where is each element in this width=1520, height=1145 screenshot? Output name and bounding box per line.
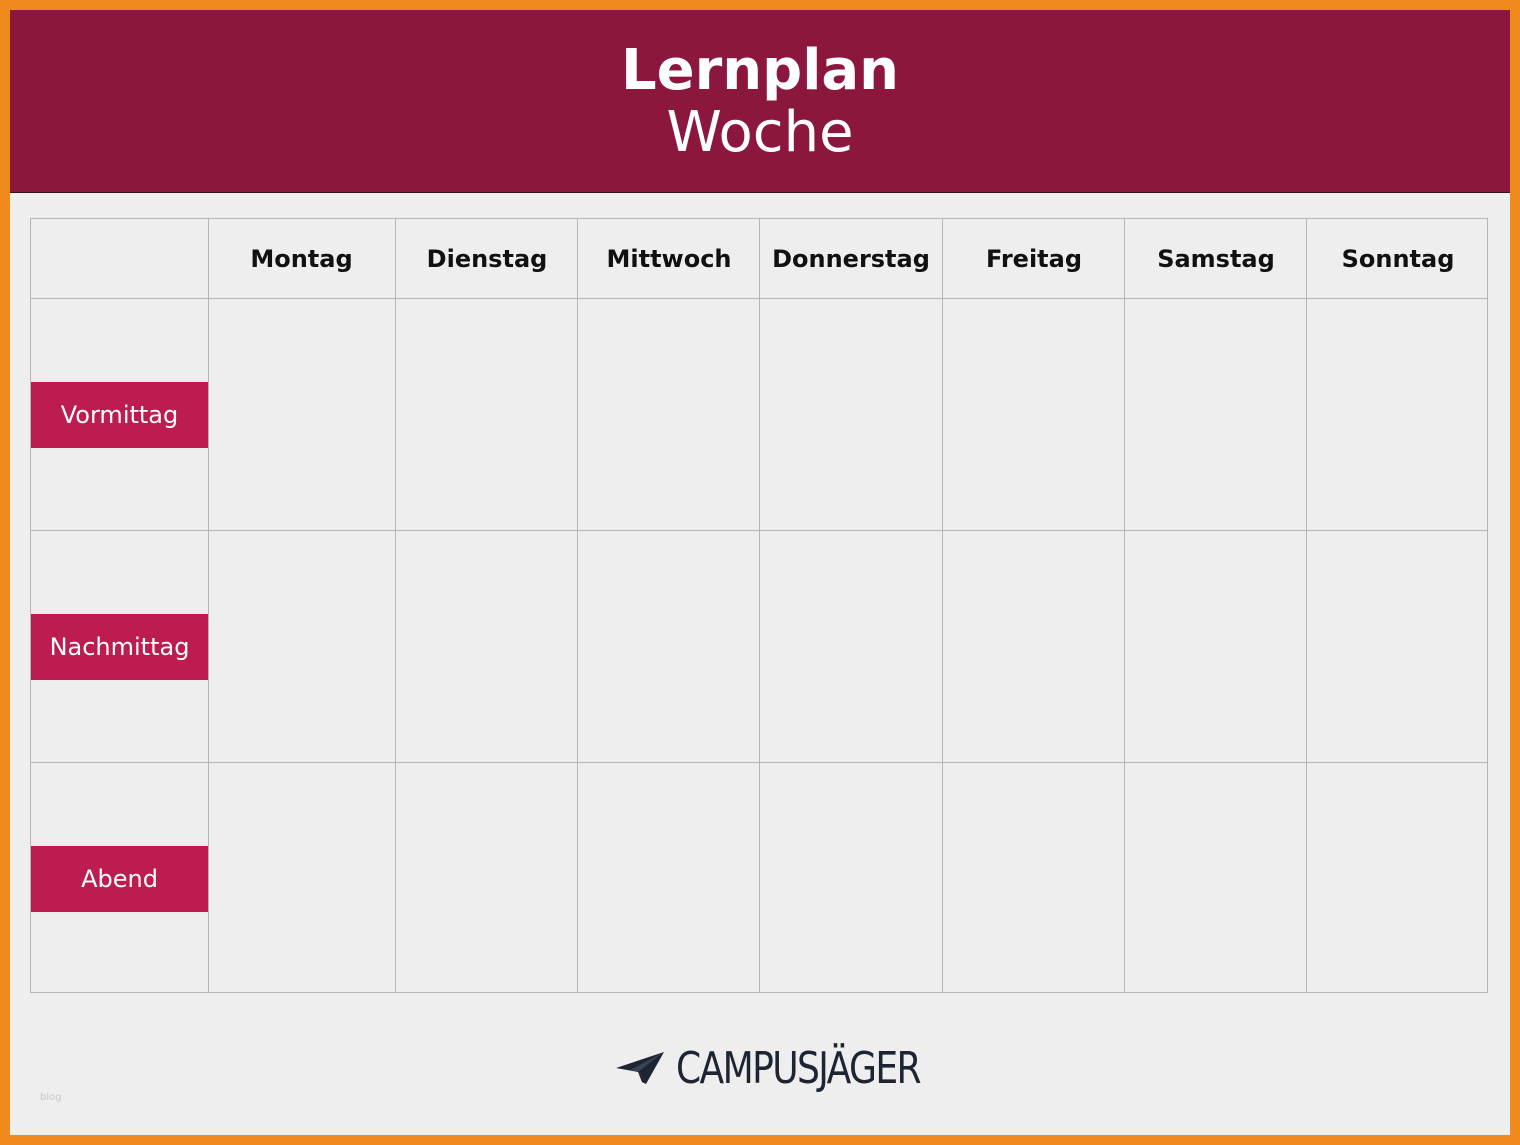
- header-banner: Lernplan Woche: [10, 10, 1510, 193]
- day-header-freitag: Freitag: [985, 245, 1083, 273]
- grid-column-line: [1306, 219, 1307, 992]
- schedule-cell-nachmittag-dienstag[interactable]: [396, 531, 577, 762]
- footer-logo: CAMPUSJÄGER: [616, 1042, 973, 1094]
- schedule-cell-vormittag-sonntag[interactable]: [1307, 299, 1487, 530]
- schedule-cell-nachmittag-freitag[interactable]: [943, 531, 1124, 762]
- schedule-cell-abend-freitag[interactable]: [943, 763, 1124, 991]
- schedule-cell-abend-sonntag[interactable]: [1307, 763, 1487, 991]
- schedule-cell-vormittag-montag[interactable]: [209, 299, 395, 530]
- schedule-cell-nachmittag-mittwoch[interactable]: [578, 531, 759, 762]
- grid-column-line: [759, 219, 760, 992]
- schedule-cell-vormittag-dienstag[interactable]: [396, 299, 577, 530]
- schedule-cell-abend-donnerstag[interactable]: [760, 763, 942, 991]
- grid-column-line: [577, 219, 578, 992]
- schedule-cell-nachmittag-samstag[interactable]: [1125, 531, 1306, 762]
- watermark: blog: [40, 1092, 62, 1103]
- lernplan-sheet: Lernplan Woche Montag Dienstag Mittwoch …: [10, 10, 1510, 1135]
- schedule-cell-vormittag-freitag[interactable]: [943, 299, 1124, 530]
- schedule-cell-vormittag-mittwoch[interactable]: [578, 299, 759, 530]
- schedule-cell-vormittag-samstag[interactable]: [1125, 299, 1306, 530]
- schedule-cell-vormittag-donnerstag[interactable]: [760, 299, 942, 530]
- day-header-montag: Montag: [250, 245, 353, 273]
- day-header-donnerstag: Donnerstag: [772, 245, 930, 273]
- schedule-cell-nachmittag-sonntag[interactable]: [1307, 531, 1487, 762]
- grid-row-line: [31, 762, 1487, 763]
- schedule-cell-abend-mittwoch[interactable]: [578, 763, 759, 991]
- schedule-cell-nachmittag-donnerstag[interactable]: [760, 531, 942, 762]
- logo-wordmark: CAMPUSJÄGER: [676, 1042, 922, 1094]
- grid-column-line: [208, 219, 209, 992]
- day-header-sonntag: Sonntag: [1341, 245, 1455, 273]
- schedule-cell-abend-samstag[interactable]: [1125, 763, 1306, 991]
- schedule-cell-abend-montag[interactable]: [209, 763, 395, 991]
- grid-row-line: [31, 298, 1487, 299]
- grid-column-line: [395, 219, 396, 992]
- grid-row-line: [31, 530, 1487, 531]
- paper-plane-icon: [616, 1052, 664, 1084]
- slot-label-nachmittag: Nachmittag: [31, 614, 208, 680]
- day-header-mittwoch: Mittwoch: [606, 245, 732, 273]
- slot-label-abend: Abend: [31, 846, 208, 912]
- grid-column-line: [1124, 219, 1125, 992]
- schedule-cell-abend-dienstag[interactable]: [396, 763, 577, 991]
- day-header-dienstag: Dienstag: [426, 245, 548, 273]
- schedule-table: Montag Dienstag Mittwoch Donnerstag Frei…: [30, 218, 1488, 993]
- schedule-cell-nachmittag-montag[interactable]: [209, 531, 395, 762]
- grid-column-line: [942, 219, 943, 992]
- slot-label-vormittag: Vormittag: [31, 382, 208, 448]
- page-title: Lernplan: [620, 38, 900, 103]
- day-header-samstag: Samstag: [1157, 245, 1275, 273]
- page-subtitle: Woche: [666, 100, 854, 165]
